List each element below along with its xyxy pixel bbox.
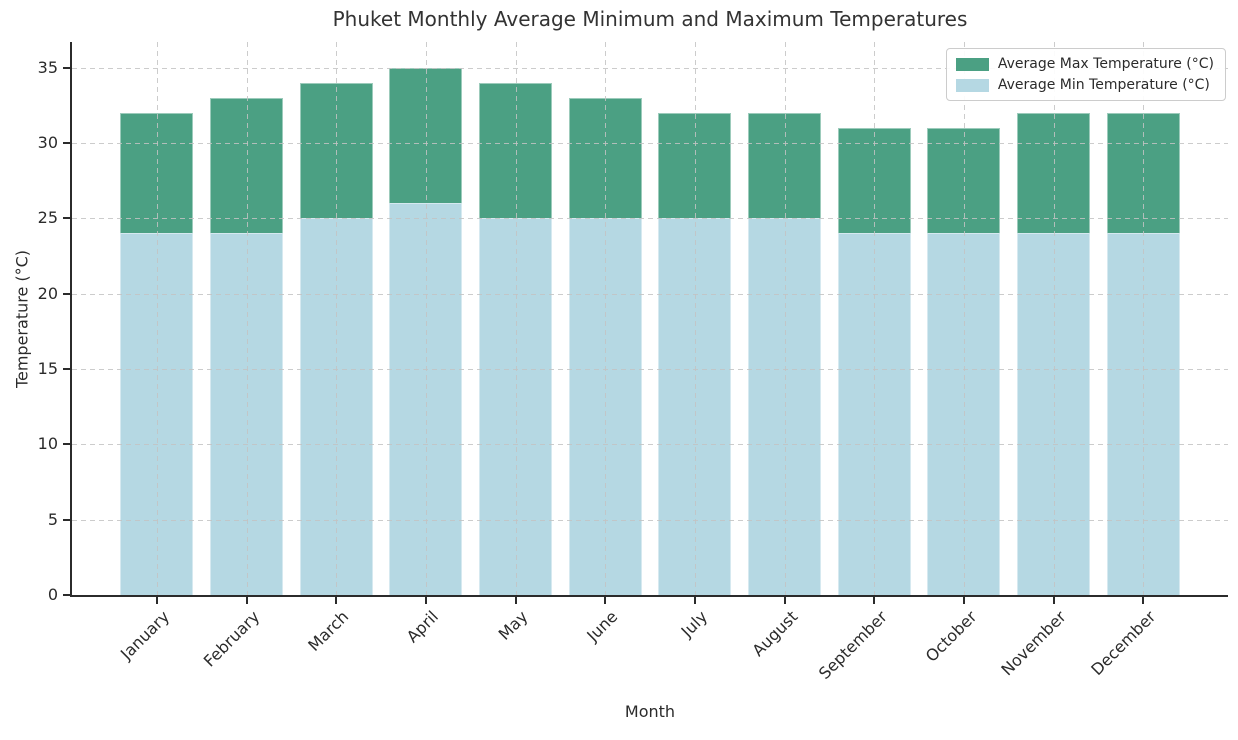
- y-tick-mark-15: [63, 367, 70, 370]
- h-gridline-30: [72, 142, 1228, 144]
- v-gridline-april: [425, 42, 427, 595]
- legend-item-max: Average Max Temperature (°C): [955, 56, 1214, 72]
- v-gridline-june: [605, 42, 607, 595]
- x-tick-mark-july: [693, 597, 696, 604]
- y-tick-mark-10: [63, 443, 70, 446]
- h-gridline-5: [72, 519, 1228, 521]
- x-tick-mark-march: [335, 597, 338, 604]
- y-tick-label-5: 5: [47, 509, 58, 529]
- y-tick-label-25: 25: [37, 208, 58, 228]
- bottom-spine: [70, 595, 1228, 597]
- legend-label-max: Average Max Temperature (°C): [997, 56, 1214, 72]
- v-gridline-july: [694, 42, 696, 595]
- y-tick-mark-5: [63, 518, 70, 521]
- v-gridline-november: [1053, 42, 1055, 595]
- x-tick-mark-november: [1052, 597, 1055, 604]
- x-tick-mark-january: [155, 597, 158, 604]
- legend-item-min: Average Min Temperature (°C): [955, 77, 1214, 93]
- left-spine: [70, 42, 72, 597]
- x-tick-label-february: February: [199, 607, 263, 671]
- v-gridline-october: [963, 42, 965, 595]
- x-tick-mark-december: [1142, 597, 1145, 604]
- y-tick-label-30: 30: [37, 132, 58, 152]
- h-gridline-15: [72, 368, 1228, 370]
- x-tick-label-march: March: [304, 607, 353, 655]
- y-tick-mark-0: [63, 594, 70, 596]
- chart-title: Phuket Monthly Average Minimum and Maxim…: [332, 7, 968, 31]
- x-tick-label-august: August: [747, 607, 801, 661]
- v-gridline-february: [246, 42, 248, 595]
- v-gridline-december: [1143, 42, 1145, 595]
- x-tick-mark-may: [514, 597, 517, 604]
- legend-swatch-min: [955, 78, 989, 92]
- x-tick-label-april: April: [402, 607, 443, 647]
- x-tick-label-january: January: [116, 607, 174, 664]
- y-tick-mark-35: [63, 66, 70, 69]
- x-tick-label-july: July: [677, 607, 712, 641]
- legend: Average Max Temperature (°C) Average Min …: [945, 48, 1226, 101]
- y-tick-label-20: 20: [37, 283, 58, 303]
- v-gridline-january: [156, 42, 158, 595]
- h-gridline-35: [72, 67, 1228, 69]
- legend-label-min: Average Min Temperature (°C): [997, 77, 1210, 93]
- plot-area: Temperature (°C) Average Max Temperature…: [13, 42, 1228, 683]
- v-gridline-may: [515, 42, 517, 595]
- x-tick-label-december: December: [1087, 607, 1160, 680]
- y-tick-mark-20: [63, 292, 70, 295]
- x-tick-mark-february: [245, 597, 248, 604]
- y-tick-mark-30: [63, 141, 70, 144]
- y-tick-label-10: 10: [37, 434, 58, 454]
- h-gridline-10: [72, 444, 1228, 446]
- x-tick-mark-april: [424, 597, 427, 604]
- x-axis-label: Month: [624, 702, 676, 721]
- y-tick-label-35: 35: [37, 57, 58, 77]
- x-tick-mark-august: [783, 597, 786, 604]
- legend-swatch-max: [955, 57, 989, 71]
- v-gridline-march: [336, 42, 338, 595]
- x-tick-label-october: October: [921, 607, 981, 666]
- v-gridline-august: [784, 42, 786, 595]
- x-tick-mark-october: [962, 597, 965, 604]
- x-tick-label-june: June: [583, 607, 622, 646]
- y-tick-label-0: 0: [47, 585, 58, 604]
- x-tick-mark-june: [604, 597, 607, 604]
- x-tick-mark-september: [873, 597, 876, 604]
- x-tick-label-september: September: [814, 607, 891, 683]
- h-gridline-25: [72, 218, 1228, 220]
- x-tick-label-november: November: [997, 607, 1070, 680]
- y-tick-label-15: 15: [37, 358, 58, 378]
- y-tick-mark-25: [63, 217, 70, 220]
- x-tick-label-may: May: [495, 607, 532, 644]
- h-gridline-20: [72, 293, 1228, 295]
- v-gridline-september: [874, 42, 876, 595]
